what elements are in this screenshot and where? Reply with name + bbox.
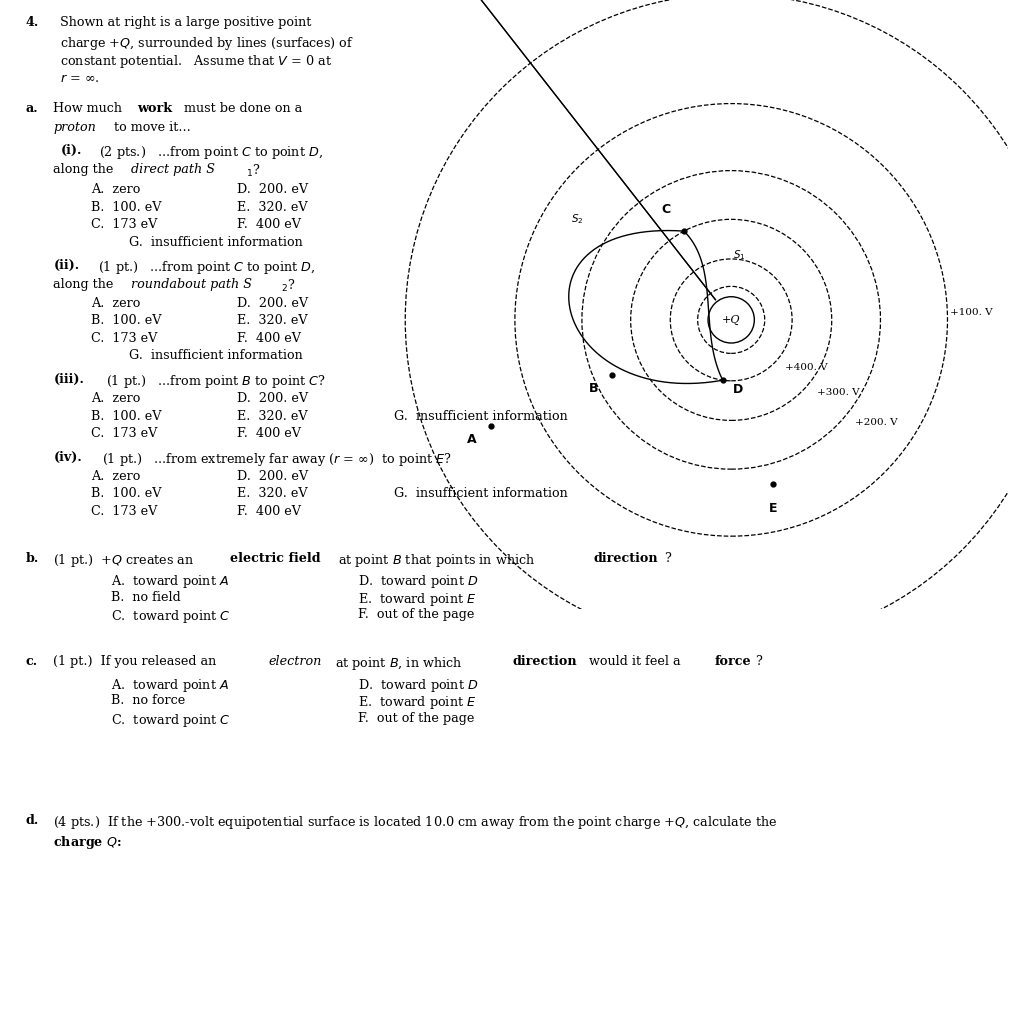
- Text: C.  173 eV: C. 173 eV: [91, 427, 157, 440]
- Text: F.  400 eV: F. 400 eV: [237, 218, 301, 231]
- Text: (2 pts.)   ...from point $C$ to point $D$,: (2 pts.) ...from point $C$ to point $D$,: [99, 144, 323, 162]
- Text: +100. V: +100. V: [950, 308, 993, 316]
- Text: E.  320. eV: E. 320. eV: [237, 487, 308, 501]
- Text: D.  200. eV: D. 200. eV: [237, 297, 308, 310]
- Text: at point $B$, in which: at point $B$, in which: [331, 655, 463, 673]
- Text: E.  toward point $E$: E. toward point $E$: [358, 591, 476, 608]
- Text: to move it...: to move it...: [110, 121, 191, 134]
- Text: b.: b.: [25, 552, 38, 565]
- Text: B.  no field: B. no field: [111, 591, 181, 604]
- Text: (1 pt.)   ...from point $C$ to point $D$,: (1 pt.) ...from point $C$ to point $D$,: [98, 259, 316, 276]
- Text: G.  insufficient information: G. insufficient information: [394, 487, 567, 501]
- Text: c.: c.: [25, 655, 37, 669]
- Text: A.  zero: A. zero: [91, 392, 140, 406]
- Text: roundabout path S: roundabout path S: [131, 278, 252, 291]
- Text: (1 pt.)  +$Q$ creates an: (1 pt.) +$Q$ creates an: [53, 552, 196, 569]
- Text: charge +$Q$, surrounded by lines (surfaces) of: charge +$Q$, surrounded by lines (surfac…: [60, 35, 353, 52]
- Text: electron: electron: [268, 655, 322, 669]
- Text: D.  toward point $D$: D. toward point $D$: [358, 573, 478, 591]
- Text: E.  320. eV: E. 320. eV: [237, 314, 308, 328]
- Text: $_1$?: $_1$?: [246, 163, 260, 179]
- Text: $\mathbf{C}$: $\mathbf{C}$: [661, 204, 671, 216]
- Text: at point $B$ that points in which: at point $B$ that points in which: [334, 552, 536, 569]
- Text: D.  200. eV: D. 200. eV: [237, 470, 308, 483]
- Text: D.  200. eV: D. 200. eV: [237, 392, 308, 406]
- Text: $\mathbf{E}$: $\mathbf{E}$: [769, 502, 778, 515]
- Text: $S_2$: $S_2$: [571, 212, 583, 226]
- Text: A.  zero: A. zero: [91, 470, 140, 483]
- Text: B.  100. eV: B. 100. eV: [91, 201, 161, 214]
- Text: (ii).: (ii).: [53, 259, 80, 272]
- Text: 4.: 4.: [25, 16, 38, 30]
- Text: must be done on a: must be done on a: [176, 102, 302, 116]
- Text: B.  100. eV: B. 100. eV: [91, 410, 161, 423]
- Text: B.  100. eV: B. 100. eV: [91, 487, 161, 501]
- Text: ?: ?: [664, 552, 671, 565]
- Text: C.  173 eV: C. 173 eV: [91, 218, 157, 231]
- Text: Shown at right is a large positive point: Shown at right is a large positive point: [60, 16, 311, 30]
- Text: (iv).: (iv).: [53, 451, 82, 464]
- Text: would it feel a: would it feel a: [585, 655, 685, 669]
- Text: electric field: electric field: [230, 552, 321, 565]
- Text: +300. V: +300. V: [816, 388, 859, 397]
- Text: E.  toward point $E$: E. toward point $E$: [358, 694, 476, 712]
- Text: charge $Q$:: charge $Q$:: [53, 834, 122, 851]
- Text: d.: d.: [25, 814, 38, 827]
- Text: D.  toward point $D$: D. toward point $D$: [358, 677, 478, 694]
- Text: G.  insufficient information: G. insufficient information: [394, 410, 567, 423]
- Text: A.  zero: A. zero: [91, 297, 140, 310]
- Text: C.  toward point $C$: C. toward point $C$: [111, 712, 231, 729]
- Text: +200. V: +200. V: [855, 418, 898, 427]
- Text: A.  toward point $A$: A. toward point $A$: [111, 573, 229, 591]
- Text: direction: direction: [593, 552, 658, 565]
- Text: C.  173 eV: C. 173 eV: [91, 332, 157, 345]
- Text: $\mathbf{D}$: $\mathbf{D}$: [733, 383, 744, 396]
- Text: (1 pt.)   ...from point $B$ to point $C$?: (1 pt.) ...from point $B$ to point $C$?: [106, 373, 326, 390]
- Text: E.  320. eV: E. 320. eV: [237, 410, 308, 423]
- Text: A.  zero: A. zero: [91, 183, 140, 197]
- Text: a.: a.: [25, 102, 38, 116]
- Text: $S_1$: $S_1$: [733, 249, 746, 262]
- Text: proton: proton: [53, 121, 96, 134]
- Text: F.  400 eV: F. 400 eV: [237, 427, 301, 440]
- Text: +Q: +Q: [722, 314, 741, 325]
- Text: along the: along the: [53, 163, 118, 176]
- Text: C.  toward point $C$: C. toward point $C$: [111, 608, 231, 626]
- Text: G.  insufficient information: G. insufficient information: [129, 236, 303, 249]
- Text: (1 pt.)   ...from extremely far away ($r$ = ∞)  to point $E$?: (1 pt.) ...from extremely far away ($r$ …: [102, 451, 452, 468]
- Text: F.  out of the page: F. out of the page: [358, 712, 474, 725]
- Text: D.  200. eV: D. 200. eV: [237, 183, 308, 197]
- Text: force: force: [714, 655, 751, 669]
- Text: $\mathbf{B}$: $\mathbf{B}$: [587, 382, 598, 394]
- Text: (1 pt.)  If you released an: (1 pt.) If you released an: [53, 655, 221, 669]
- Text: direct path S: direct path S: [131, 163, 215, 176]
- Text: work: work: [137, 102, 173, 116]
- Text: $_2$?: $_2$?: [281, 278, 295, 294]
- Text: (4 pts.)  If the +300.-volt equipotential surface is located 10.0 cm away from t: (4 pts.) If the +300.-volt equipotential…: [53, 814, 778, 831]
- Text: G.  insufficient information: G. insufficient information: [129, 349, 303, 362]
- Text: How much: How much: [53, 102, 130, 116]
- Text: constant potential.   Assume that $V$ = 0 at: constant potential. Assume that $V$ = 0 …: [60, 53, 332, 71]
- Text: F.  400 eV: F. 400 eV: [237, 505, 301, 518]
- Text: (iii).: (iii).: [53, 373, 85, 386]
- Text: A.  toward point $A$: A. toward point $A$: [111, 677, 229, 694]
- Text: F.  400 eV: F. 400 eV: [237, 332, 301, 345]
- Text: ?: ?: [755, 655, 762, 669]
- Text: B.  no force: B. no force: [111, 694, 186, 708]
- Text: direction: direction: [513, 655, 577, 669]
- Text: B.  100. eV: B. 100. eV: [91, 314, 161, 328]
- Text: +400. V: +400. V: [785, 364, 828, 373]
- Text: E.  320. eV: E. 320. eV: [237, 201, 308, 214]
- Text: C.  173 eV: C. 173 eV: [91, 505, 157, 518]
- Text: (i).: (i).: [61, 144, 82, 158]
- Text: F.  out of the page: F. out of the page: [358, 608, 474, 622]
- Text: along the: along the: [53, 278, 118, 291]
- Text: $r$ = ∞.: $r$ = ∞.: [60, 72, 99, 85]
- Text: $\mathbf{A}$: $\mathbf{A}$: [466, 433, 478, 446]
